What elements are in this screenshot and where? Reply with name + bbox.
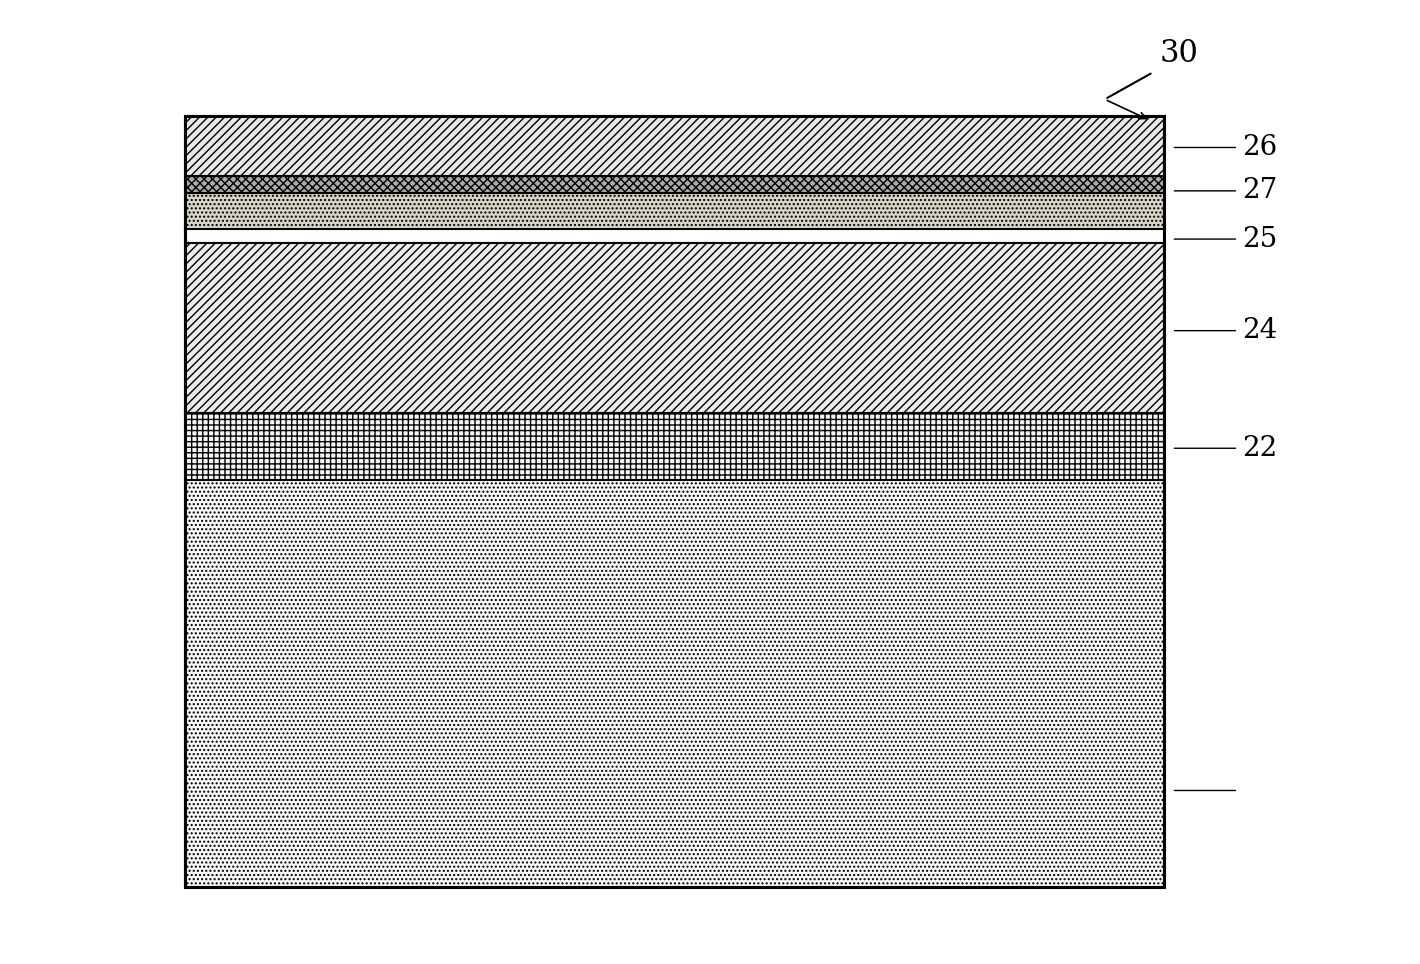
Bar [185, 229, 1164, 243]
Text: 25: 25 [1242, 226, 1278, 253]
Text: 30: 30 [1159, 38, 1198, 68]
Bar [185, 116, 1164, 178]
Text: 27: 27 [1242, 177, 1278, 204]
Bar [185, 193, 1164, 231]
Text: 24: 24 [1242, 317, 1278, 344]
Bar [185, 413, 1164, 482]
Bar [185, 176, 1164, 193]
Bar [185, 243, 1164, 415]
Text: 26: 26 [1242, 134, 1278, 161]
Text: 22: 22 [1242, 435, 1278, 462]
Bar [185, 116, 1164, 887]
Bar [185, 480, 1164, 887]
